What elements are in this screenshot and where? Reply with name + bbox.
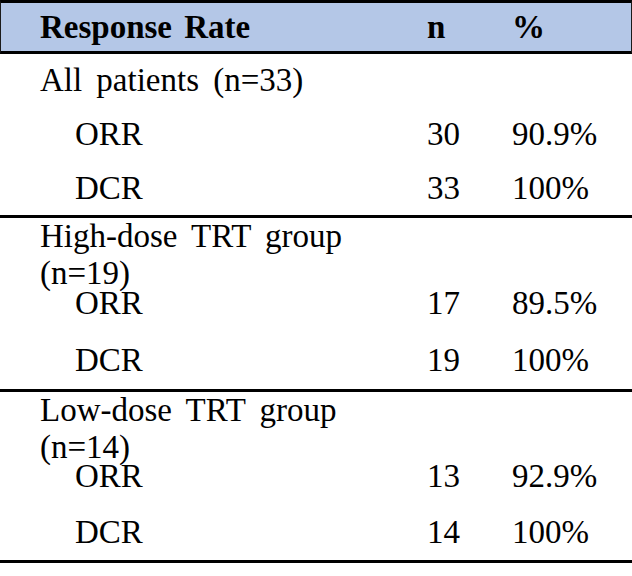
row-n-value: 13: [427, 458, 512, 495]
row-n-value: 33: [427, 170, 512, 207]
row-pct-value: 100%: [512, 342, 632, 379]
row-pct-value: 89.5%: [512, 285, 632, 322]
row-n-value: 17: [427, 285, 512, 322]
row-name: ORR: [0, 458, 427, 495]
row-name: DCR: [0, 514, 427, 551]
section-label: Low-dose TRT group (n=14): [0, 392, 427, 466]
table-bottom-rule: [0, 560, 632, 563]
section-label-row: High-dose TRT group (n=19): [0, 218, 632, 275]
header-col-n: n: [427, 9, 512, 46]
section-label: All patients (n=33): [0, 62, 427, 99]
row-pct-value: 100%: [512, 514, 632, 551]
row-pct-value: 100%: [512, 170, 632, 207]
section-label: High-dose TRT group (n=19): [0, 218, 427, 292]
section-label-row: All patients (n=33): [0, 54, 632, 107]
row-n-value: 14: [427, 514, 512, 551]
row-name: ORR: [0, 285, 427, 322]
table-row-orr: ORR 30 90.9%: [0, 107, 632, 161]
row-n-value: 30: [427, 116, 512, 153]
table-row-dcr: DCR 19 100%: [0, 332, 632, 389]
table-header-row: Response Rate n %: [0, 0, 632, 54]
table-row-dcr: DCR 14 100%: [0, 504, 632, 560]
row-name: DCR: [0, 342, 427, 379]
row-name: DCR: [0, 170, 427, 207]
section-low-dose-trt: Low-dose TRT group (n=14) ORR 13 92.9% D…: [0, 392, 632, 560]
row-n-value: 19: [427, 342, 512, 379]
row-pct-value: 92.9%: [512, 458, 632, 495]
section-label-row: Low-dose TRT group (n=14): [0, 392, 632, 448]
section-high-dose-trt: High-dose TRT group (n=19) ORR 17 89.5% …: [0, 218, 632, 389]
table-row-dcr: DCR 33 100%: [0, 161, 632, 215]
section-all-patients: All patients (n=33) ORR 30 90.9% DCR 33 …: [0, 54, 632, 215]
response-rate-table: Response Rate n % All patients (n=33) OR…: [0, 0, 632, 563]
header-col-pct: %: [512, 9, 631, 46]
header-col-response-rate: Response Rate: [1, 9, 427, 46]
row-name: ORR: [0, 116, 427, 153]
row-pct-value: 90.9%: [512, 116, 632, 153]
